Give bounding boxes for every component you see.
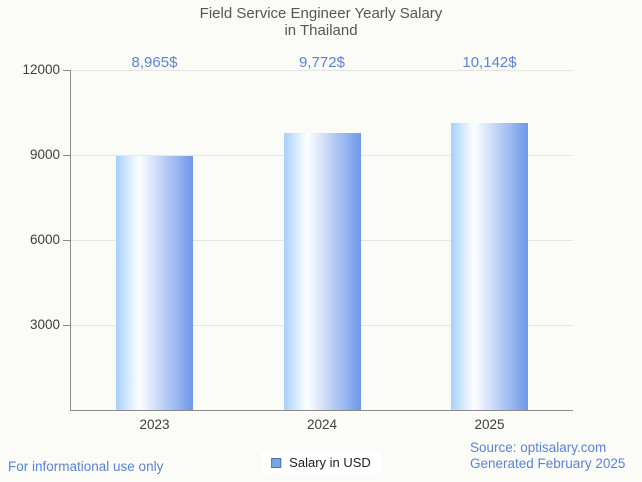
xtick-label-2025: 2025 bbox=[474, 417, 505, 432]
legend-swatch-icon bbox=[271, 457, 282, 468]
legend-label: Salary in USD bbox=[289, 455, 371, 470]
chart-title: Field Service Engineer Yearly Salary in … bbox=[0, 5, 642, 39]
ytick-mark-9000 bbox=[63, 155, 70, 156]
source-attribution: Source: optisalary.com Generated Februar… bbox=[470, 440, 625, 472]
chart-title-line2: in Thailand bbox=[284, 21, 358, 39]
y-axis-line bbox=[70, 70, 71, 410]
bar-2024[interactable] bbox=[283, 133, 361, 410]
x-axis-line bbox=[70, 410, 573, 411]
ytick-label-12000: 12000 bbox=[22, 62, 60, 77]
generated-line: Generated February 2025 bbox=[470, 456, 626, 471]
disclaimer-text: For informational use only bbox=[8, 459, 164, 474]
ytick-label-9000: 9000 bbox=[29, 147, 60, 162]
source-line: Source: optisalary.com bbox=[470, 440, 607, 455]
bar-2023[interactable] bbox=[116, 156, 193, 410]
ytick-label-6000: 6000 bbox=[29, 232, 60, 247]
legend: Salary in USD bbox=[261, 452, 381, 473]
ytick-label-3000: 3000 bbox=[29, 317, 60, 332]
ytick-mark-3000 bbox=[63, 325, 70, 326]
chart-title-line1: Field Service Engineer Yearly Salary bbox=[199, 5, 443, 22]
ytick-mark-12000 bbox=[63, 70, 70, 71]
ytick-mark-6000 bbox=[63, 240, 70, 241]
plot-area: 12000 9000 6000 3000 2023 2024 2025 bbox=[22, 62, 573, 432]
xtick-label-2023: 2023 bbox=[139, 417, 170, 432]
gridline-12000 bbox=[70, 70, 573, 71]
bar-value-label-2023: 8,965$ bbox=[131, 54, 178, 71]
bar-value-label-2024: 9,772$ bbox=[299, 54, 345, 71]
bar-value-label-2025: 10,142$ bbox=[462, 54, 517, 71]
bar-2025[interactable] bbox=[451, 122, 528, 410]
xtick-label-2024: 2024 bbox=[306, 417, 338, 432]
